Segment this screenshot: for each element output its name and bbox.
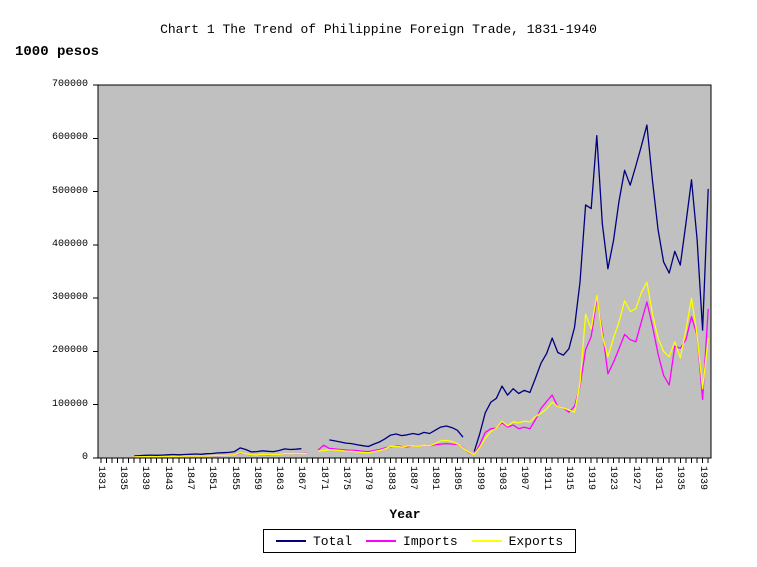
x-axis-tick-label: 1899 (473, 466, 485, 491)
x-axis-tick-label: 1911 (540, 466, 552, 491)
legend-item-label: Total (313, 533, 353, 549)
y-axis-unit-label: 1000 pesos (15, 44, 100, 60)
x-axis-tick-label: 1859 (250, 466, 262, 491)
x-axis-tick-label: 1887 (406, 466, 418, 491)
x-axis-tick-label: 1883 (384, 466, 396, 491)
x-axis-tick-label: 1831 (94, 466, 106, 491)
x-axis-tick-label: 1835 (117, 466, 129, 491)
x-axis-tick-label: 1915 (562, 466, 574, 491)
x-axis-title: Year (389, 507, 421, 522)
y-axis-tick-label: 100000 (51, 398, 88, 410)
x-axis-tick-label: 1875 (339, 466, 351, 491)
y-axis-tick-label: 700000 (51, 79, 88, 90)
x-axis-tick-label: 1871 (317, 466, 329, 491)
y-axis-tick-label: 300000 (51, 292, 88, 304)
legend-item-label: Exports (508, 533, 564, 549)
x-axis-tick-label: 1919 (585, 466, 597, 491)
y-axis-tick-label: 500000 (51, 185, 88, 197)
y-axis-tick-label: 200000 (51, 345, 88, 357)
x-axis-tick-label: 1847 (183, 466, 195, 491)
legend-item-total: Total (276, 535, 352, 548)
x-axis-tick-label: 1935 (674, 466, 686, 491)
x-axis-tick-label: 1839 (139, 466, 151, 491)
x-axis-tick-label: 1939 (696, 466, 708, 491)
x-axis-tick-label: 1927 (629, 466, 641, 491)
plot-area (97, 84, 712, 459)
legend-line-sample (366, 540, 397, 542)
y-axis-tick-label: 600000 (51, 132, 88, 144)
x-axis-tick-label: 1891 (429, 466, 441, 491)
x-axis-tick-label: 1903 (496, 466, 508, 491)
chart-title: Chart 1 The Trend of Philippine Foreign … (160, 22, 597, 37)
legend-item-label: Imports (403, 533, 458, 549)
legend-line-sample (471, 540, 502, 542)
y-axis-tick-label: 0 (81, 452, 88, 463)
x-axis-tick-label: 1843 (161, 466, 173, 491)
legend-item-exports: Exports (471, 533, 564, 549)
series-line-total (134, 124, 709, 457)
x-axis-tick-label: 1895 (451, 466, 463, 491)
x-axis-tick-label: 1907 (518, 466, 530, 491)
x-axis-tick-label: 1879 (362, 466, 374, 491)
x-axis-tick-label: 1851 (206, 466, 218, 491)
x-axis-tick-label: 1923 (607, 466, 619, 491)
x-axis-tick-label: 1931 (652, 466, 664, 491)
legend-line-sample (276, 540, 306, 542)
y-axis-tick-label: 400000 (51, 238, 88, 250)
x-axis-tick-label: 1855 (228, 466, 240, 491)
legend: Total Imports Exports (263, 529, 577, 553)
x-axis-tick-label: 1863 (273, 466, 285, 491)
legend-item-imports: Imports (366, 535, 458, 548)
series-line-exports (134, 281, 709, 458)
x-axis-tick-label: 1867 (295, 466, 307, 491)
